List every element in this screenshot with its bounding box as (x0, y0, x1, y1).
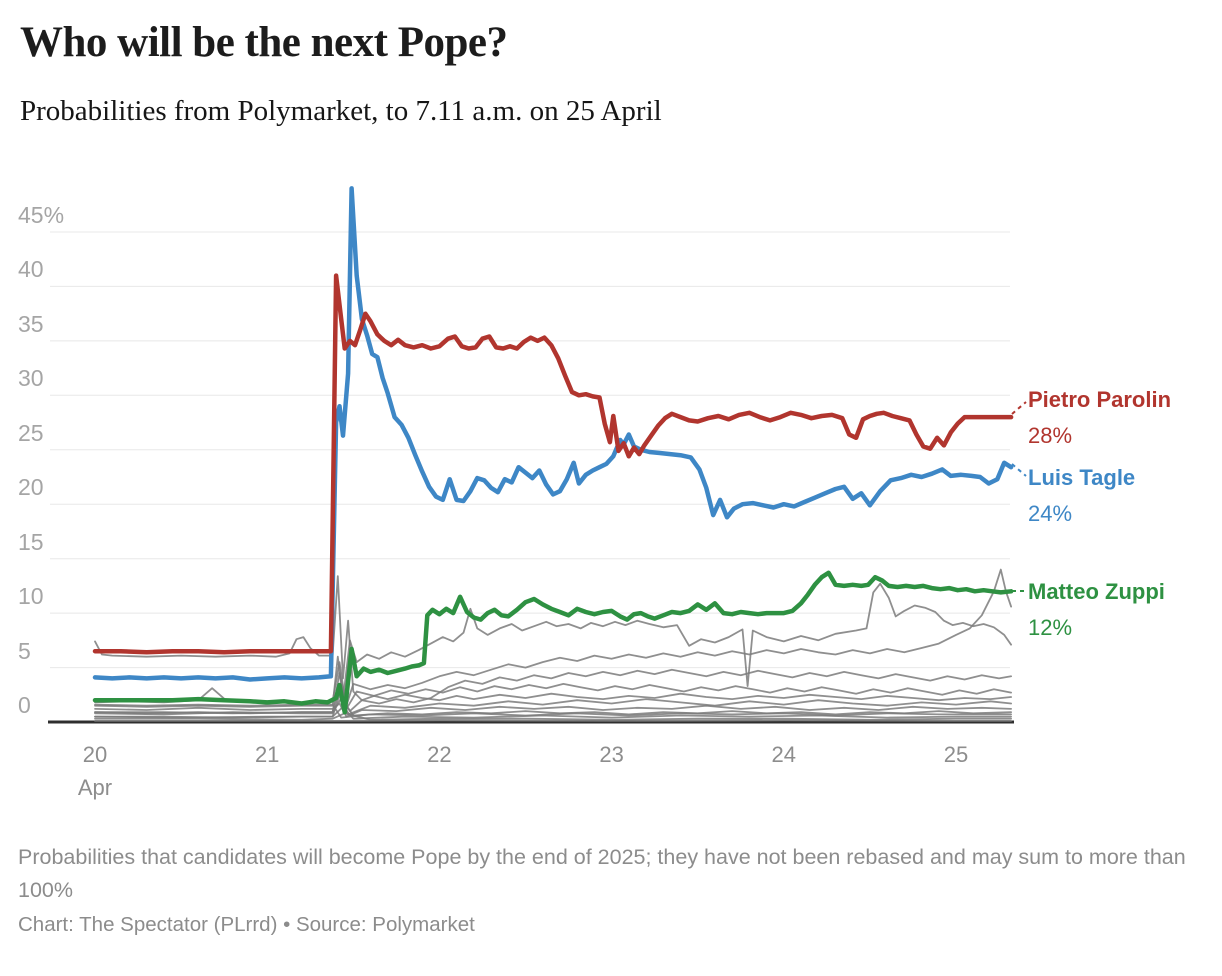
y-axis-label: 40 (18, 256, 44, 283)
y-axis-label: 25 (18, 419, 44, 446)
y-axis-label: 10 (18, 583, 44, 610)
series-label-zuppi: Matteo Zuppi 12% (1028, 579, 1165, 641)
y-axis-label: 15 (18, 528, 44, 555)
series-name-zuppi: Matteo Zuppi (1028, 579, 1165, 604)
y-axis-label: 0 (18, 692, 31, 718)
series-label-tagle: Luis Tagle 24% (1028, 465, 1135, 527)
y-axis-label: 30 (18, 365, 44, 392)
chart-canvas (48, 186, 1027, 724)
series-label-parolin: Pietro Parolin 28% (1028, 387, 1171, 449)
x-axis-label: 22 (427, 742, 452, 767)
series-name-parolin: Pietro Parolin (1028, 387, 1172, 412)
line-chart: 45% 40 35 30 25 20 15 10 5 0 20 21 22 23 24 25 Apr Pietr… (18, 186, 1171, 800)
x-axis-month-label: Apr (77, 775, 113, 800)
x-axis-label: 21 (254, 742, 280, 767)
series-value-tagle: 24% (1028, 501, 1073, 526)
x-axis-label: 25 (943, 742, 969, 767)
y-axis-label: 20 (18, 474, 44, 501)
x-axis-label: 20 (82, 742, 108, 767)
chart-credit: Chart: The Spectator (PLrrd) • Source: P… (18, 913, 475, 936)
chart-subtitle: Probabilities from Polymarket, to 7.11 a… (20, 95, 662, 127)
series-value-zuppi: 12% (1028, 615, 1073, 640)
chart-footnote: Probabilities that candidates will becom… (18, 845, 1186, 902)
y-axis-label: 5 (18, 637, 31, 664)
y-axis-label: 45% (18, 201, 65, 228)
x-axis-label: 24 (771, 742, 797, 767)
series-name-tagle: Luis Tagle (1028, 465, 1136, 490)
series-value-parolin: 28% (1028, 423, 1073, 448)
page-title: Who will be the next Pope? (20, 19, 508, 66)
x-axis-label: 23 (599, 742, 624, 767)
y-axis-label: 35 (18, 310, 44, 337)
